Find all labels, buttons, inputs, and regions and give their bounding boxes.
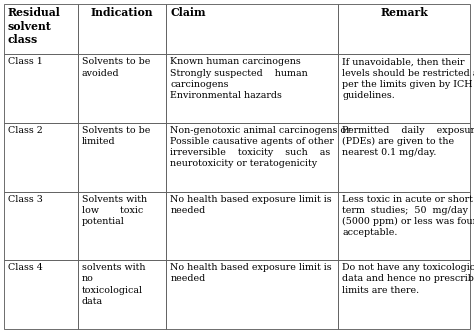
Text: Class 4: Class 4 [8, 263, 43, 272]
Bar [338, 55, 470, 123]
Bar [166, 123, 338, 192]
Text: Do not have any toxicological
data and hence no prescribed
limits are there.: Do not have any toxicological data and h… [342, 263, 474, 295]
Bar [4, 123, 78, 192]
Bar [78, 192, 166, 260]
Text: solvents with
no
toxicological
data: solvents with no toxicological data [82, 263, 145, 306]
Bar [338, 192, 470, 260]
Text: Less toxic in acute or short
term  studies;  50  mg/day
(5000 ppm) or less was f: Less toxic in acute or short term studie… [342, 195, 474, 237]
Text: Solvents with
low       toxic
potential: Solvents with low toxic potential [82, 195, 147, 226]
Bar [78, 4, 166, 55]
Bar [166, 4, 338, 55]
Bar [338, 260, 470, 329]
Text: Permitted    daily    exposures
(PDEs) are given to the
nearest 0.1 mg/day.: Permitted daily exposures (PDEs) are giv… [342, 126, 474, 158]
Text: Class 2: Class 2 [8, 126, 43, 135]
Text: Solvents to be
limited: Solvents to be limited [82, 126, 150, 146]
Bar [166, 55, 338, 123]
Text: Residual
solvent
class: Residual solvent class [8, 7, 61, 45]
Text: Known human carcinogens
Strongly suspected    human
carcinogens
Environmental ha: Known human carcinogens Strongly suspect… [170, 58, 308, 100]
Text: Class 3: Class 3 [8, 195, 43, 204]
Text: Non-genotoxic animal carcinogens or
Possible causative agents of other
irreversi: Non-genotoxic animal carcinogens or Poss… [170, 126, 351, 168]
Text: No health based exposure limit is
needed: No health based exposure limit is needed [170, 195, 332, 215]
Text: If unavoidable, then their
levels should be restricted as
per the limits given b: If unavoidable, then their levels should… [342, 58, 474, 100]
Text: Solvents to be
avoided: Solvents to be avoided [82, 58, 150, 78]
Bar [4, 260, 78, 329]
Bar [4, 192, 78, 260]
Text: Remark: Remark [380, 7, 428, 18]
Bar [166, 260, 338, 329]
Text: Indication: Indication [91, 7, 153, 18]
Bar [78, 55, 166, 123]
Text: No health based exposure limit is
needed: No health based exposure limit is needed [170, 263, 332, 283]
Bar [338, 4, 470, 55]
Bar [78, 123, 166, 192]
Bar [4, 4, 78, 55]
Text: Class 1: Class 1 [8, 58, 43, 67]
Bar [4, 55, 78, 123]
Text: Claim: Claim [170, 7, 206, 18]
Bar [78, 260, 166, 329]
Bar [338, 123, 470, 192]
Bar [166, 192, 338, 260]
